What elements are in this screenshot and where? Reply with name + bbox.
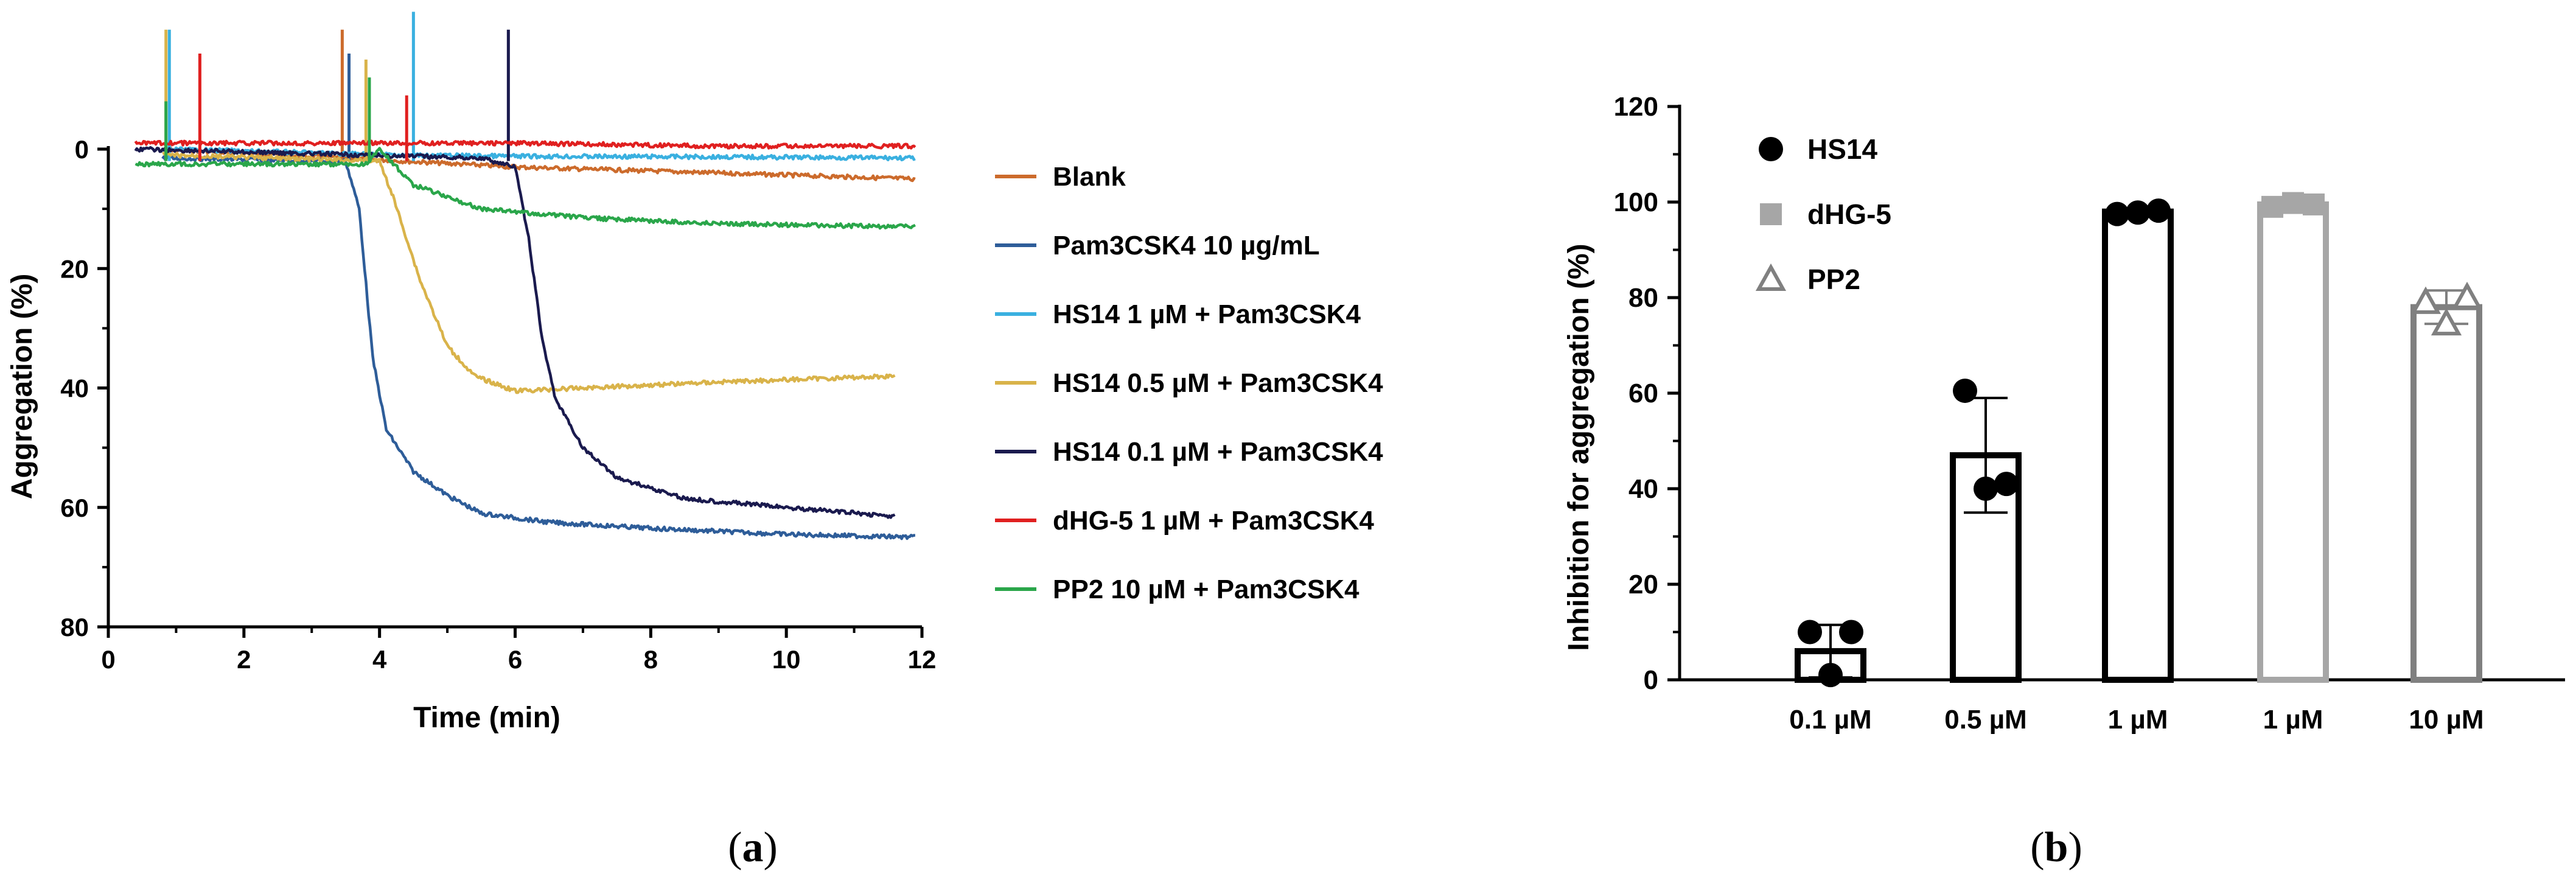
panel-b-ytick-label: 120 [1614, 92, 1658, 122]
panel-b-bar [2102, 208, 2174, 683]
panel-b-point [2303, 193, 2325, 215]
panel-a-ylabel: Aggregation (%) [6, 274, 38, 500]
panel-a-legend-label: PP2 10 µM + Pam3CSK4 [1053, 575, 1360, 604]
panel-b-point [2431, 307, 2462, 336]
panel-b-ytick-label: 0 [1644, 665, 1658, 695]
panel-b-ytick-label: 100 [1614, 187, 1658, 217]
panel-a-legend: Blank Pam3CSK4 10 µg/mL HS14 1 µM + Pam3CS… [995, 162, 1383, 604]
panel-b-category-label: 1 µM [2263, 705, 2323, 735]
panel-a-legend-label: Pam3CSK4 10 µg/mL [1053, 231, 1320, 260]
panel-b-ytick-label: 80 [1628, 283, 1658, 313]
panel-b-ytick-label: 40 [1628, 474, 1658, 504]
panel-a-chart: 0 2 4 6 8 10 12 0 20 40 60 80 Aggregation (%) Time … [6, 12, 1383, 734]
panel-b-point [1994, 472, 2019, 497]
panel-b-point [1953, 379, 1977, 404]
panel-b-point [2261, 195, 2283, 218]
panel-b-point [2105, 201, 2129, 226]
panel-b-point [1974, 477, 1998, 501]
panel-b-caption: (b) [2030, 824, 2082, 871]
panel-a-caption: (a) [728, 824, 778, 871]
panel-a-xtick-label: 10 [772, 645, 801, 674]
panel-b-ytick-label: 60 [1628, 379, 1658, 408]
panel-b-legend: HS14 dHG-5 PP2 [1755, 133, 1891, 295]
panel-a-ytick-label: 40 [60, 374, 89, 403]
panel-b-ytick-label: 20 [1628, 570, 1658, 599]
panel-b-point [2126, 200, 2150, 225]
panel-b-legend-label: HS14 [1807, 133, 1877, 165]
panel-a-ytick-label: 60 [60, 494, 89, 522]
panel-a-legend-label: HS14 1 µM + Pam3CSK4 [1053, 299, 1361, 329]
panel-b-category-label: 0.5 µM [1944, 705, 2026, 735]
panel-a-xtick-label: 4 [372, 645, 387, 674]
panel-a-legend-label: HS14 0.5 µM + Pam3CSK4 [1053, 368, 1383, 398]
panel-a-xlabel: Time (min) [413, 702, 560, 734]
panel-b-point [2282, 192, 2304, 214]
panel-b-point [2410, 286, 2442, 314]
panel-b-category-label: 0.1 µM [1789, 705, 1871, 735]
panel-b-point [1839, 620, 1863, 645]
panel-a-xtick-label: 12 [908, 645, 937, 674]
panel-a-ytick-label: 20 [60, 254, 89, 283]
panel-b-point [1818, 663, 1843, 688]
panel-a-legend-label: HS14 0.1 µM + Pam3CSK4 [1053, 437, 1383, 467]
panel-b-legend-marker [1755, 263, 1787, 291]
panel-a-series-pp2-10-m-pam3csk4 [134, 147, 916, 230]
panel-a-series-blank [162, 146, 916, 183]
panel-b-legend-marker [1759, 137, 1783, 161]
panel-b-chart: 0 20 40 60 80 100 120 0.1 µM 0.5 µM 1 µM 1 µM 10 µM… [1563, 92, 2565, 735]
panel-b-legend-label: dHG-5 [1807, 198, 1891, 230]
panel-b-ylabel: Inhibition for aggregation (%) [1563, 243, 1595, 651]
panel-b-bar [2257, 201, 2329, 683]
panel-a-series-dhg-5-1-m-pam3csk4 [134, 139, 916, 150]
panel-a-series-hs14-0-5-m-pam3csk4 [162, 152, 896, 394]
panel-a-legend-label: dHG-5 1 µM + Pam3CSK4 [1053, 506, 1374, 536]
panel-a-legend-label: Blank [1053, 162, 1126, 192]
panel-b-category-label: 10 µM [2409, 705, 2484, 735]
panel-b-point [2146, 198, 2171, 223]
panel-b-caption-letter: b [2045, 824, 2068, 871]
panel-a-xtick-label: 8 [644, 645, 658, 674]
panel-b-legend-label: PP2 [1807, 264, 1860, 295]
panel-a-xtick-label: 6 [508, 645, 522, 674]
panel-b-point [1798, 620, 1822, 645]
panel-a-xtick-label: 2 [237, 645, 251, 674]
panel-a-caption-letter: a [742, 824, 764, 871]
panel-a-ytick-label: 80 [60, 613, 89, 641]
panel-b-category-label: 1 µM [2108, 705, 2168, 735]
panel-a-xtick-label: 0 [101, 645, 115, 674]
panel-b-bar [2410, 304, 2482, 683]
panel-a-series-hs14-0-1-m-pam3csk4 [134, 146, 896, 519]
panel-a-ytick-label: 0 [75, 135, 89, 164]
panel-b-point [2451, 281, 2483, 309]
panel-b-legend-marker [1760, 203, 1782, 225]
